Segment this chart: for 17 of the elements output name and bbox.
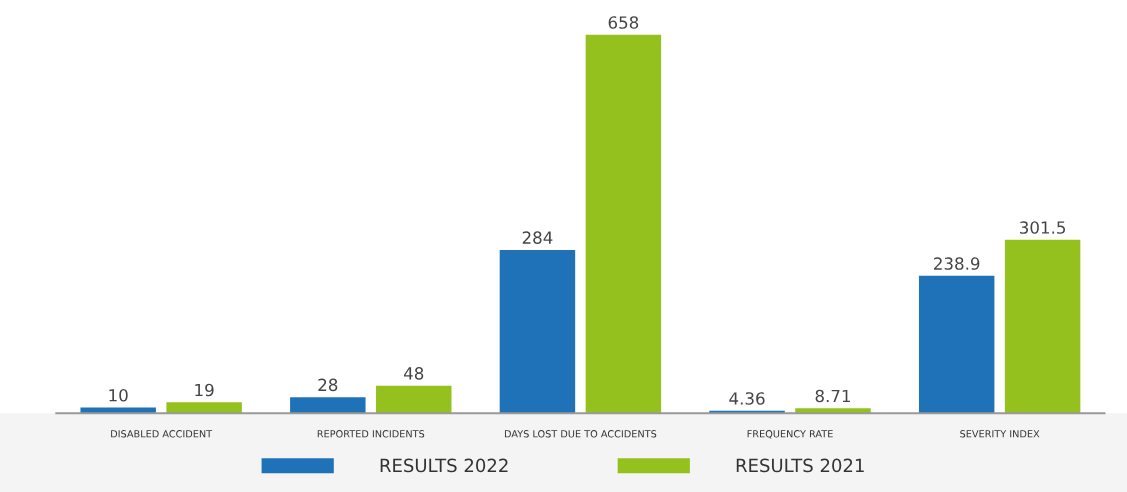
data-label: 8.71 [815,389,851,403]
data-label: 19 [195,383,214,397]
data-label: 10 [109,388,128,402]
data-label: 658 [608,16,639,29]
data-label: 284 [522,231,553,244]
x-tick-label: DISABLED ACCIDENT [111,430,213,438]
text: RESULTS 2022 [380,458,508,473]
data-label: 238.9 [934,257,980,270]
x-tick-label: REPORTED INCIDENTS [317,430,425,438]
text: RESULTS 2021 [736,458,864,473]
x-tick-label: SEVERITY INDEX [960,430,1040,438]
data-label: 4.36 [729,392,765,405]
data-label: 28 [318,378,338,392]
x-tick-label: DAYS LOST DUE TO ACCIDENTS [504,430,657,438]
x-tick-label: FREQUENCY RATE [747,430,833,439]
data-label: 48 [403,367,424,380]
data-label: 301.5 [1020,221,1066,234]
